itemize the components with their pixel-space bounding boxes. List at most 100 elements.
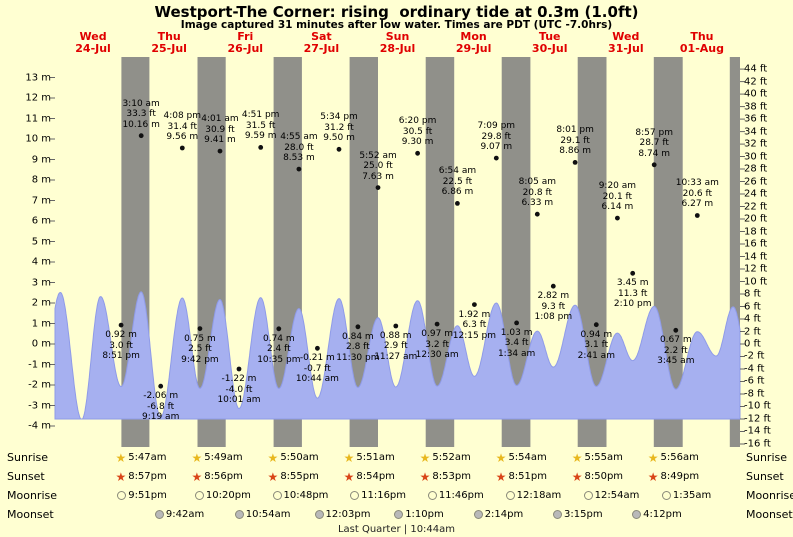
tide-annotation-line: 7:09 pm xyxy=(477,121,516,132)
y-axis-label-m: 4 m xyxy=(31,256,51,268)
tide-annotation-line: 31.4 ft xyxy=(167,121,197,132)
y-axis-label-ft: 22 ft xyxy=(744,201,768,213)
tide-annotation-line: 8:05 am xyxy=(518,177,556,188)
y-axis-label-ft: -16 ft xyxy=(744,438,771,450)
sunrise-star-icon: ★ xyxy=(191,450,203,465)
moonset-icon xyxy=(154,510,164,519)
tide-annotation-line: 4:01 am xyxy=(201,114,239,125)
moonset-icon xyxy=(234,510,244,519)
tide-annotation-line: 33.3 ft xyxy=(126,109,156,120)
tide-annotation-line: 12:15 pm xyxy=(452,330,497,341)
tide-annotation-line: 31.2 ft xyxy=(324,122,354,133)
sunrise-star-icon: ★ xyxy=(115,450,127,465)
tide-annotation-line: 0.92 m xyxy=(105,330,137,341)
tide-annotation-line: -4.0 ft xyxy=(225,384,253,395)
tide-annotation-line: 1.03 m xyxy=(500,327,533,338)
y-axis-label-m: 9 m xyxy=(31,154,51,165)
tide-point-dot xyxy=(296,166,302,172)
tide-annotation-line: 28.0 ft xyxy=(284,142,314,153)
sunrise-star-icon: ★ xyxy=(647,450,659,465)
y-axis-label-m: 8 m xyxy=(31,174,51,186)
tide-annotation-line: 22.5 ft xyxy=(442,176,473,187)
tide-point-dot xyxy=(179,145,185,151)
tide-annotation-line: 9.56 m xyxy=(166,132,199,143)
y-axis-label-ft: -10 ft xyxy=(744,400,771,412)
sunrise-entry: ★ 5:50am xyxy=(268,451,319,464)
tide-annotation-line: 20.1 ft xyxy=(602,191,633,202)
tide-annotation-line: 9:42 pm xyxy=(181,354,219,365)
y-axis-label-ft: 30 ft xyxy=(744,151,768,163)
tide-point-dot xyxy=(472,302,477,307)
moonrise-entry-time: 12:54am xyxy=(594,490,640,501)
moonset-entry-time: 10:54am xyxy=(245,509,291,520)
moonrise-icon xyxy=(505,491,515,500)
y-axis-label-m: 13 m xyxy=(25,72,51,83)
tide-annotation-low: 2.82 m 9.3 ft 1:08 pm xyxy=(535,291,573,323)
tide-annotation-high: 4:55 am 28.0 ft 8.53 m xyxy=(280,132,317,164)
tide-annotation-line: 0.94 m xyxy=(580,329,613,340)
tide-point-dot xyxy=(315,345,320,351)
tide-annotation-line: 8:01 pm xyxy=(556,125,594,136)
day-header-date: 31-Jul xyxy=(608,41,644,55)
tide-annotation-line: 8:57 pm xyxy=(635,127,673,138)
moonset-entry-time: 9:42am xyxy=(165,509,205,520)
tide-annotation-line: 10:33 am xyxy=(675,178,719,189)
sunset-star-icon: ★ xyxy=(647,469,659,484)
moonset-entry-time: 4:12pm xyxy=(643,509,682,520)
sunrise-star-icon: ★ xyxy=(419,450,431,465)
row-label-moonrise-left: Moonrise xyxy=(7,489,57,502)
tide-annotation-line: 1:08 pm xyxy=(534,312,573,323)
y-axis-label-m: 1 m xyxy=(31,318,51,329)
y-axis-label-m: 10 m xyxy=(25,133,51,145)
y-axis-label-m: 5 m xyxy=(31,236,51,247)
tide-annotation-high: 10:33 am 20.6 ft 6.27 m xyxy=(676,178,719,210)
tide-annotation-line: 2.2 ft xyxy=(663,345,688,356)
tide-annotation-line: 6:20 pm xyxy=(398,116,437,127)
tide-annotation-line: 9:19 am xyxy=(141,412,180,423)
y-axis-label-ft: 34 ft xyxy=(744,126,768,138)
tide-annotation-line: 0.74 m xyxy=(262,333,295,344)
y-axis-label-ft: 40 ft xyxy=(744,88,768,100)
moonset-icon xyxy=(314,510,324,519)
sunset-star-icon: ★ xyxy=(419,469,431,484)
sunset-entry: ★ 8:49pm xyxy=(648,470,699,483)
tide-annotation-line: 8:51 pm xyxy=(102,351,140,362)
tide-annotation-line: 9.50 m xyxy=(323,133,355,144)
chart-title: Westport-The Corner: rising ordinary tid… xyxy=(154,3,639,21)
y-axis-label-m: 2 m xyxy=(31,297,51,309)
tide-annotation-line: 6.3 ft xyxy=(462,320,487,331)
sunrise-star-icon: ★ xyxy=(267,450,279,465)
tide-annotation-low: -2.06 m -6.8 ft 9:19 am xyxy=(142,391,179,423)
tide-curve-area xyxy=(54,291,741,420)
tide-annotation-line: 12:30 am xyxy=(415,350,459,361)
tide-annotation-line: 10:35 pm xyxy=(257,354,301,365)
tide-annotation-line: 1.92 m xyxy=(458,309,491,320)
tide-annotation-line: 10.16 m xyxy=(122,119,160,130)
y-axis-label-ft: 12 ft xyxy=(744,263,768,275)
y-axis-label-m: -4 m xyxy=(28,420,51,432)
row-label-sunrise-left: Sunrise xyxy=(7,451,49,464)
tide-annotation-line: 9.30 m xyxy=(401,137,434,148)
day-header: Sun 28-Jul xyxy=(380,31,416,54)
tide-annotation-line: 2.4 ft xyxy=(266,344,291,355)
tide-annotation-line: -6.8 ft xyxy=(147,401,175,412)
day-header-dow: Wed xyxy=(79,30,107,43)
sunset-entry-time: 8:53pm xyxy=(432,471,471,482)
moonrise-entry-time: 10:48pm xyxy=(283,490,329,501)
day-header: Thu 01-Aug xyxy=(680,31,724,54)
moonrise-icon xyxy=(661,491,671,500)
sunset-star-icon: ★ xyxy=(115,469,127,484)
row-label-sunrise-right: Sunrise xyxy=(746,451,788,464)
tide-annotation-line: 5:34 pm xyxy=(320,112,358,123)
sunrise-entry-time: 5:55am xyxy=(584,452,623,463)
tide-annotation-line: 11:30 pm xyxy=(336,352,380,363)
tide-annotation-high: 4:01 am 30.9 ft 9.41 m xyxy=(201,114,238,146)
y-axis-label-ft: 44 ft xyxy=(744,63,768,75)
tide-point-dot xyxy=(197,326,203,331)
tide-point-dot xyxy=(236,366,242,372)
moonset-icon xyxy=(394,510,404,519)
day-header-date: 29-Jul xyxy=(455,41,492,55)
sunrise-entry-time: 5:47am xyxy=(128,452,167,463)
tide-point-dot xyxy=(355,324,361,330)
y-axis-label-ft: 38 ft xyxy=(744,101,768,113)
